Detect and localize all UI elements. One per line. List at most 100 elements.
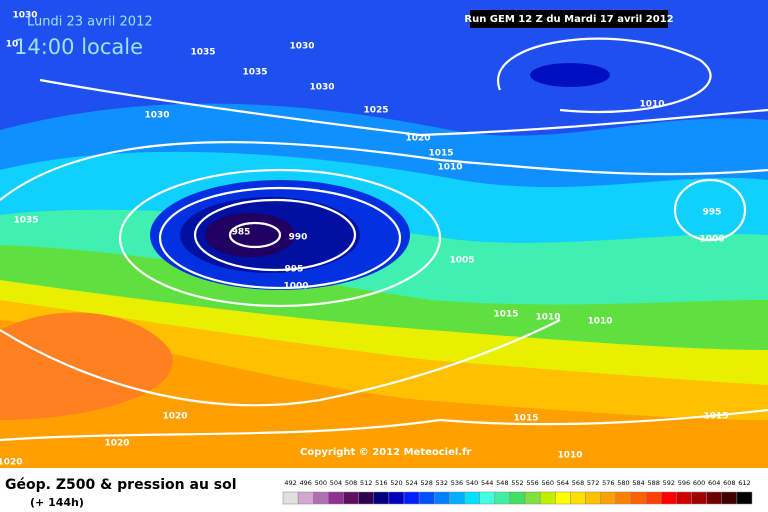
isobar-label: 995 xyxy=(285,265,304,275)
isobar xyxy=(0,141,768,201)
isobar-label: 1035 xyxy=(242,68,267,78)
scale-swatch xyxy=(343,491,359,505)
isobar xyxy=(673,178,747,242)
scale-label: 572 xyxy=(587,479,599,487)
isobar-label: 985 xyxy=(232,228,251,238)
scale-swatch xyxy=(736,491,753,505)
scale-label: 504 xyxy=(330,479,342,487)
scale-label: 568 xyxy=(572,479,584,487)
scale-swatch xyxy=(494,491,511,505)
isobar xyxy=(0,408,768,442)
scale-swatch xyxy=(615,491,632,505)
isobar-label: 1010 xyxy=(437,163,462,173)
scale-swatch xyxy=(282,491,299,505)
isobar-label: 1020 xyxy=(162,412,187,422)
scale-swatch xyxy=(313,491,329,505)
scale-swatch xyxy=(645,491,662,505)
scale-label: 496 xyxy=(299,479,311,487)
scale-label: 604 xyxy=(708,479,720,487)
scale-swatch xyxy=(660,491,677,505)
band xyxy=(0,320,768,468)
scale-label: 508 xyxy=(345,479,357,487)
isobar-label: 1020 xyxy=(0,458,23,468)
low-area xyxy=(205,213,295,257)
isobar-label: 1015 xyxy=(428,149,453,159)
isobar xyxy=(39,78,768,137)
scale-label: 588 xyxy=(647,479,659,487)
scale-swatch xyxy=(600,491,617,505)
isobar-label: 1030 xyxy=(289,42,314,52)
scale-swatch xyxy=(706,491,722,505)
scale-label: 528 xyxy=(421,479,433,487)
isobar-label: 1005 xyxy=(449,256,474,266)
footer xyxy=(0,468,768,512)
isobar-label: 10 xyxy=(6,40,19,50)
footer-lead: (+ 144h) xyxy=(30,496,84,509)
isobar-label: 995 xyxy=(703,208,722,218)
scale-label: 608 xyxy=(723,479,735,487)
isobar xyxy=(118,168,442,308)
scale-label: 580 xyxy=(617,479,629,487)
isobar xyxy=(496,37,712,114)
isobar-label: 1010 xyxy=(535,313,560,323)
scale-swatch xyxy=(434,491,450,505)
scale-swatch xyxy=(539,491,556,505)
isobar-label: 1015 xyxy=(493,310,518,320)
run-info: Run GEM 12 Z du Mardi 17 avril 2012 xyxy=(464,14,673,25)
isobar-label: 1030 xyxy=(12,11,37,21)
scale-label: 548 xyxy=(496,479,508,487)
scale-label: 556 xyxy=(526,479,538,487)
scale-swatch xyxy=(358,491,375,505)
copyright: Copyright © 2012 Meteociel.fr xyxy=(300,447,471,458)
scale-label: 540 xyxy=(466,479,478,487)
isobar-label: 1000 xyxy=(699,235,724,245)
footer-title: Géop. Z500 & pression au sol xyxy=(5,477,237,493)
isobar-label: 1015 xyxy=(703,412,728,422)
scale-label: 536 xyxy=(451,479,463,487)
isobar-label: 1030 xyxy=(144,111,169,121)
isobar xyxy=(0,319,561,407)
isobar-label: 1000 xyxy=(283,282,308,292)
scale-label: 532 xyxy=(436,479,448,487)
scale-swatch xyxy=(479,491,496,505)
date: Lundi 23 avril 2012 xyxy=(27,15,153,30)
isobar-label: 1025 xyxy=(363,106,388,116)
scale-label: 520 xyxy=(390,479,402,487)
isobar-label: 1010 xyxy=(639,100,664,110)
scale-swatch xyxy=(449,491,465,505)
scale-label: 512 xyxy=(360,479,372,487)
scale-label: 552 xyxy=(511,479,523,487)
scale-swatch xyxy=(373,491,390,505)
scale-swatch xyxy=(721,491,738,505)
scale-swatch xyxy=(555,491,571,505)
scale-swatch xyxy=(630,491,647,505)
scale-label: 564 xyxy=(557,479,569,487)
scale-label: 612 xyxy=(738,479,750,487)
isobar-label: 990 xyxy=(289,233,308,243)
scale-swatch xyxy=(388,491,405,505)
scale-swatch xyxy=(676,491,692,505)
isobar-label: 1010 xyxy=(587,317,612,327)
scale-label: 516 xyxy=(375,479,387,487)
scale-swatch xyxy=(297,491,314,505)
isobar-label: 1020 xyxy=(104,439,129,449)
isobar-label: 1020 xyxy=(405,134,430,144)
scale-swatch xyxy=(403,491,420,505)
scale-label: 592 xyxy=(663,479,675,487)
scale-swatch xyxy=(464,491,480,505)
isobar-label: 1035 xyxy=(13,216,38,226)
isobar-label: 1030 xyxy=(309,83,334,93)
scale-label: 524 xyxy=(405,479,417,487)
isobar xyxy=(193,198,357,272)
time: 14:00 locale xyxy=(14,35,143,59)
scale-swatch xyxy=(585,491,601,505)
scale-label: 560 xyxy=(542,479,554,487)
run-box xyxy=(470,10,668,28)
scale-label: 600 xyxy=(693,479,705,487)
scale-label: 584 xyxy=(632,479,644,487)
scale-label: 492 xyxy=(284,479,296,487)
scale-swatch xyxy=(524,491,541,505)
isobar xyxy=(158,186,402,290)
